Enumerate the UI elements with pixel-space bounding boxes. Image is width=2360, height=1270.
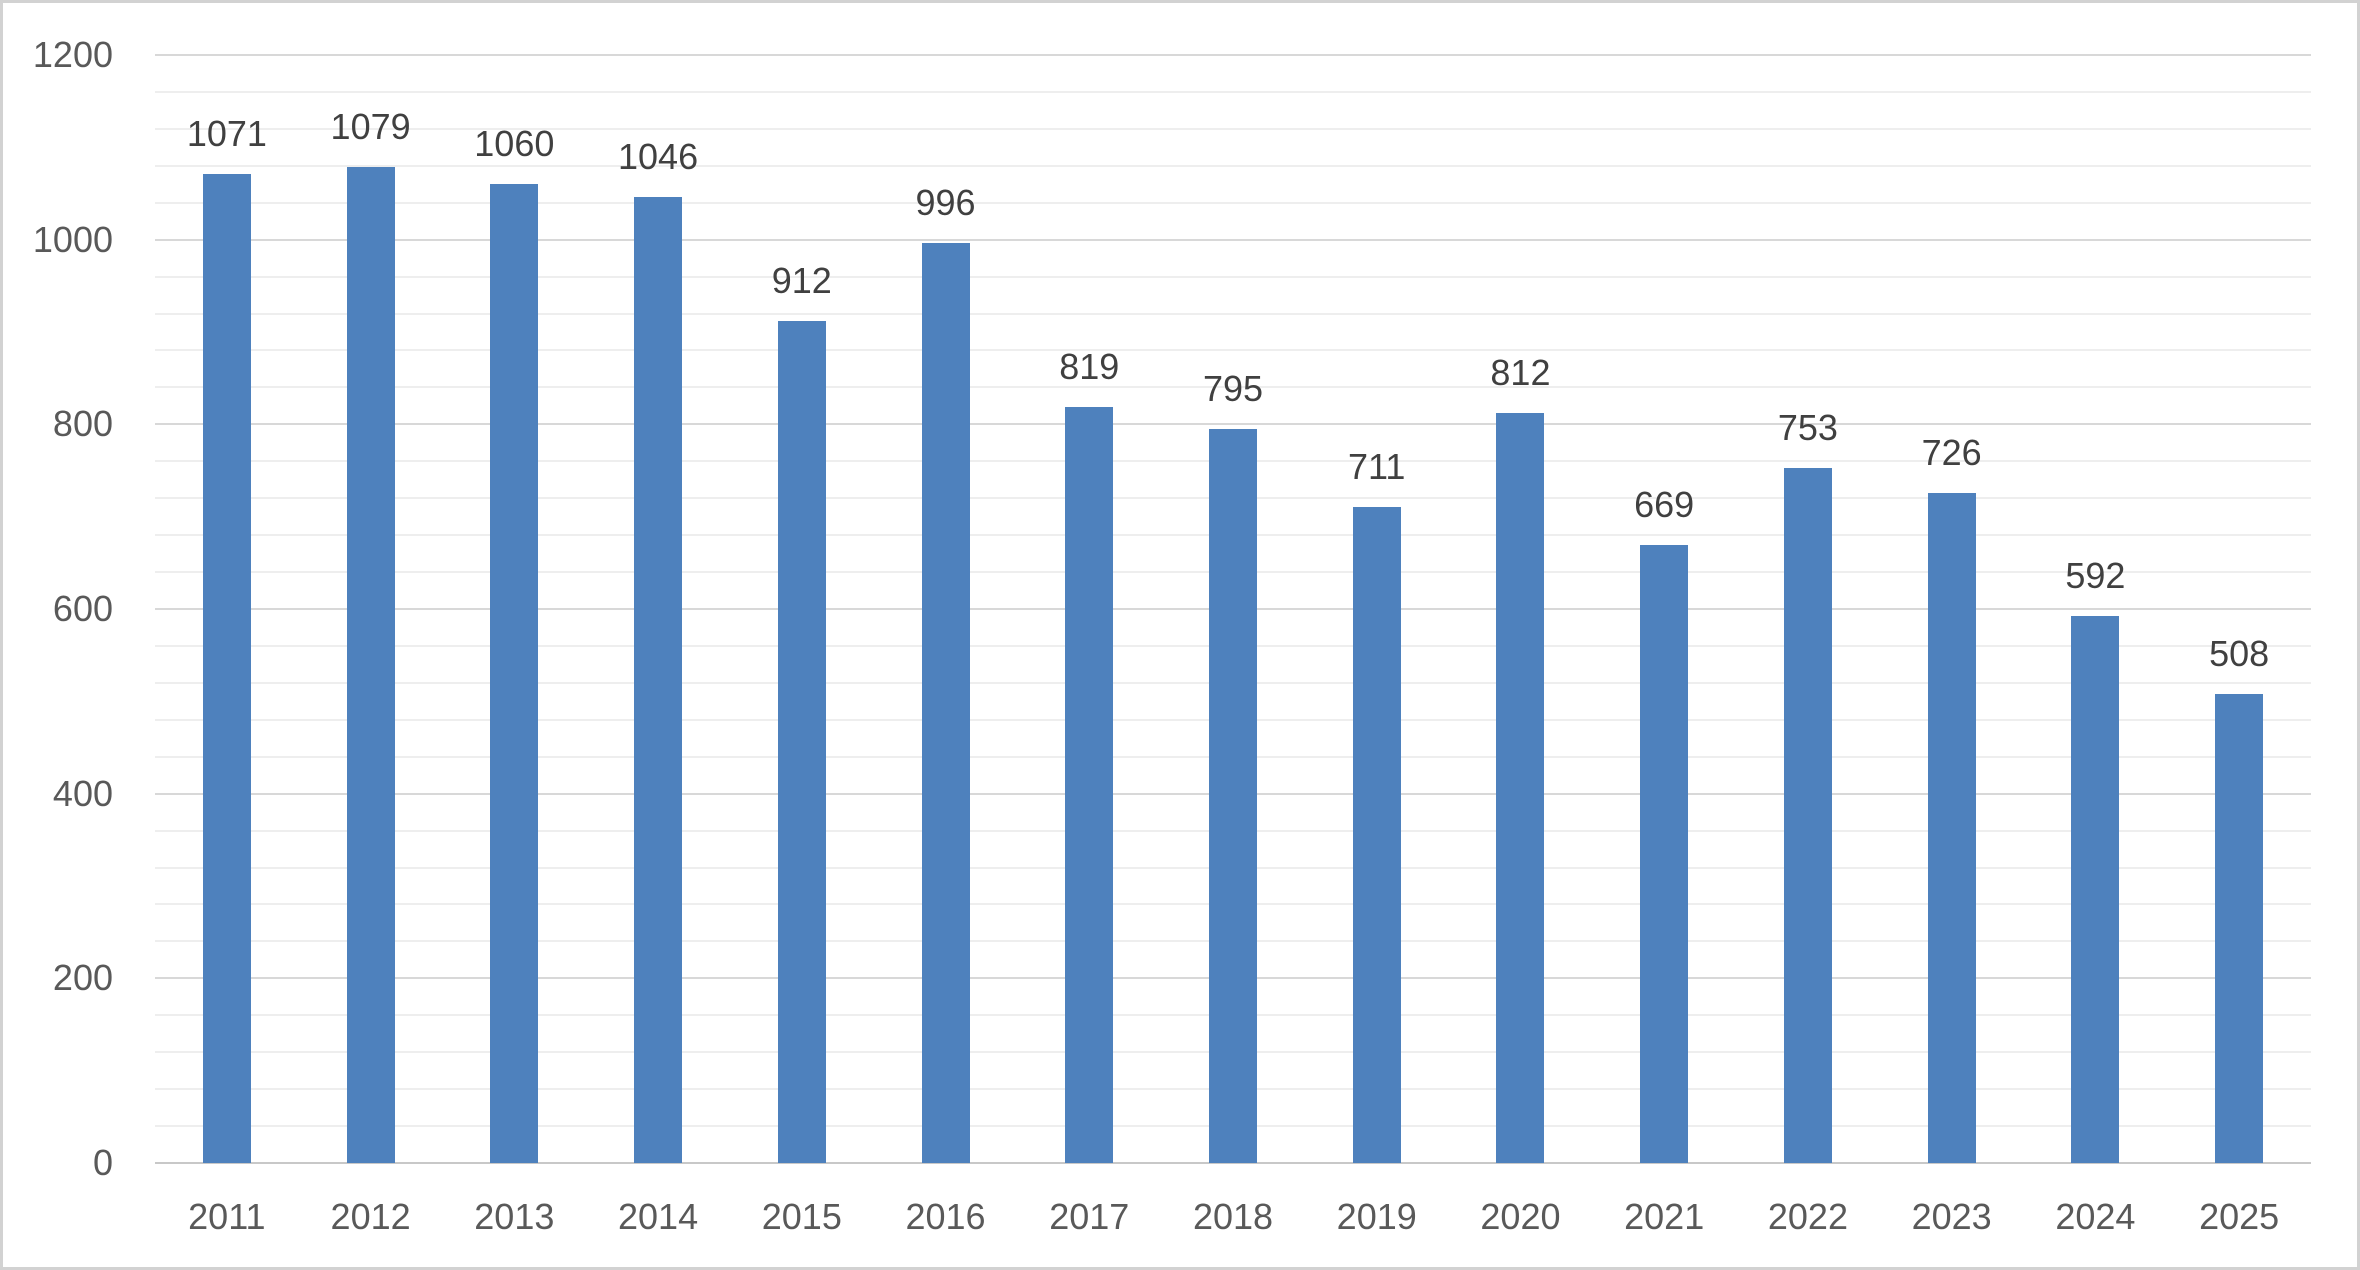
x-axis-tick-label: 2017	[1049, 1196, 1130, 1237]
minor-gridline	[155, 312, 2311, 315]
bar-2013	[490, 184, 539, 1163]
bar-value-label: 912	[771, 259, 832, 301]
x-axis-tick-label: 2025	[2199, 1196, 2280, 1237]
bar-value-label: 812	[1490, 352, 1551, 394]
bar-value-label: 711	[1348, 445, 1406, 487]
x-axis-line	[155, 1162, 2311, 1164]
x-axis-tick-label: 2018	[1192, 1196, 1274, 1237]
y-axis-tick-label: 600	[52, 588, 113, 629]
bar-value-label: 819	[1059, 345, 1120, 387]
x-axis-tick-label: 2012	[330, 1196, 411, 1237]
y-axis-tick-label: 200	[52, 957, 113, 999]
bar-2019	[1352, 506, 1401, 1163]
bar-value-label: 795	[1202, 367, 1264, 409]
bar-2015	[777, 320, 826, 1163]
bar-2018	[1209, 428, 1257, 1163]
x-axis-tick-label: 2022	[1767, 1196, 1848, 1237]
bar-value-label: 1071	[186, 113, 267, 155]
bar-value-label: 1079	[330, 105, 411, 147]
bar-2011	[202, 174, 251, 1163]
y-axis-tick-label: 1200	[32, 34, 113, 75]
bar-2025	[2215, 693, 2264, 1163]
bar-2022	[1783, 467, 1832, 1163]
bar-2016	[921, 243, 970, 1163]
bar-2021	[1640, 545, 1689, 1163]
bar-2024	[2071, 616, 2120, 1163]
bar-2020	[1496, 413, 1545, 1163]
y-axis-tick-label: 400	[52, 772, 113, 814]
bar-value-label: 1046	[618, 136, 699, 178]
bar-2017	[1065, 406, 1114, 1163]
x-axis-tick-label: 2015	[761, 1196, 842, 1237]
bar-2014	[634, 197, 683, 1163]
bar-2023	[1927, 492, 1976, 1163]
x-axis-tick-label: 2024	[2055, 1196, 2136, 1237]
minor-gridline	[155, 164, 2311, 167]
major-gridline	[155, 54, 2311, 56]
x-axis-tick-label: 2021	[1624, 1196, 1705, 1237]
minor-gridline	[155, 90, 2311, 93]
bar-value-label: 726	[1921, 431, 1982, 473]
minor-gridline	[155, 349, 2311, 352]
minor-gridline	[155, 127, 2311, 130]
y-axis-tick-label: 0	[92, 1142, 113, 1183]
minor-gridline	[155, 386, 2311, 389]
x-axis-tick-label: 2013	[474, 1196, 555, 1237]
bar-value-label: 996	[915, 182, 976, 224]
x-axis-tick-label: 2019	[1336, 1196, 1417, 1237]
major-gridline	[155, 423, 2311, 426]
x-axis-tick-label: 2020	[1480, 1196, 1561, 1237]
bar-value-label: 508	[2209, 632, 2270, 674]
x-axis-tick-label: 2023	[1911, 1196, 1992, 1237]
plot-area: 1071 2011 1079 2012 1060 2013 1046 2014 912 2015 9…	[155, 54, 2311, 1235]
x-axis-tick-label: 2014	[618, 1196, 699, 1237]
bar-2012	[346, 166, 395, 1163]
bar-value-label: 753	[1777, 406, 1838, 448]
bar-value-label: 1060	[474, 123, 555, 165]
y-axis-tick-label: 800	[52, 403, 113, 445]
bar-value-label: 669	[1634, 484, 1695, 526]
minor-gridline	[155, 201, 2311, 204]
bar-value-label: 592	[2065, 555, 2126, 597]
minor-gridline	[155, 275, 2311, 278]
x-axis-tick-label: 2016	[905, 1196, 986, 1237]
x-axis-tick-label: 2011	[188, 1196, 266, 1237]
major-gridline	[155, 238, 2311, 241]
y-axis-tick-label: 1000	[32, 218, 113, 260]
